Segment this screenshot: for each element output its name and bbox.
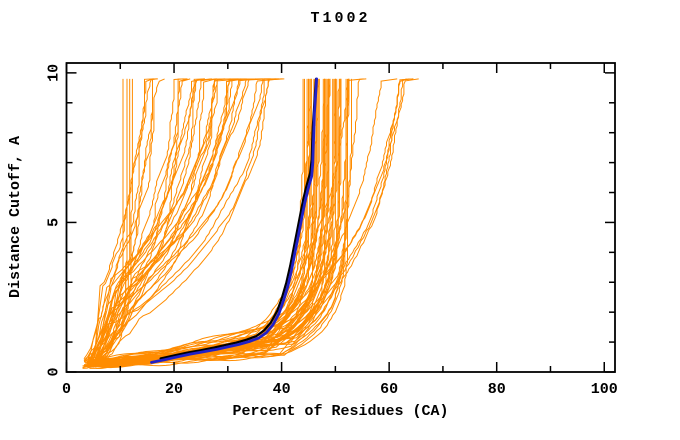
server-model-curve — [87, 78, 239, 365]
server-model-curve — [89, 78, 364, 362]
server-model-curve — [83, 78, 124, 361]
highlight-model-blue-curve — [150, 77, 318, 364]
server-model-curve — [87, 78, 419, 364]
server-model-curve — [94, 78, 133, 362]
server-model-curve — [85, 78, 279, 364]
chart-title: T1002 — [310, 10, 371, 27]
server-model-curve — [95, 78, 204, 367]
server-model-curve — [92, 78, 216, 367]
y-tick-label: 5 — [46, 218, 63, 227]
server-model-curve — [90, 78, 336, 363]
server-model-curve — [83, 78, 218, 362]
y-tick-label: 0 — [46, 367, 63, 376]
server-model-curve — [94, 78, 277, 363]
x-tick-label: 60 — [380, 381, 398, 398]
server-model-curve — [98, 78, 128, 367]
ensemble-curves — [82, 78, 419, 369]
server-model-curve — [85, 78, 330, 368]
y-tick-label: 10 — [46, 64, 63, 82]
server-model-curve — [99, 78, 242, 364]
axis-ticks — [65, 63, 615, 373]
server-model-curve — [83, 78, 309, 366]
server-model-curve — [92, 78, 153, 360]
x-axis-title: Percent of Residues (CA) — [232, 403, 449, 420]
server-model-curve — [98, 78, 282, 362]
server-model-curve — [91, 78, 263, 366]
server-model-curve — [94, 78, 221, 362]
server-model-curve — [95, 78, 245, 367]
server-model-curve — [101, 78, 246, 366]
server-model-curve — [87, 78, 165, 366]
server-model-curve — [87, 78, 157, 363]
server-model-curve — [100, 78, 398, 362]
server-model-curve — [94, 78, 316, 360]
server-model-curve — [84, 78, 285, 368]
server-model-curve — [88, 78, 243, 363]
server-model-curve — [85, 78, 350, 365]
server-model-curve — [89, 78, 191, 367]
x-tick-label: 100 — [591, 381, 618, 398]
server-model-curve — [91, 78, 212, 367]
server-model-curve — [87, 78, 188, 368]
plot-frame — [65, 62, 616, 373]
server-model-curve — [82, 78, 270, 368]
server-model-curve — [83, 78, 283, 362]
server-model-curve — [83, 78, 157, 360]
x-tick-label: 20 — [165, 381, 183, 398]
x-tick-label: 40 — [273, 381, 291, 398]
x-tick-label: 0 — [62, 381, 71, 398]
tick-labels: 0 20 40 60 80 100 0 5 10 — [46, 64, 618, 398]
x-tick-label: 80 — [488, 381, 506, 398]
server-model-curve — [86, 78, 188, 369]
